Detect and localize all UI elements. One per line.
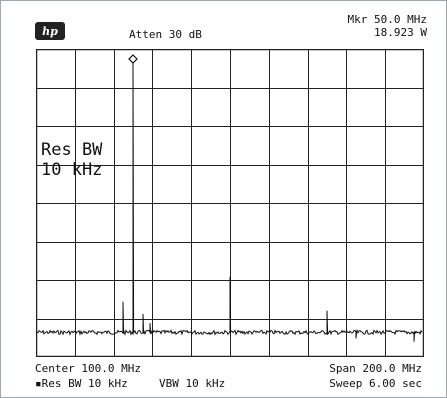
res-bw-annotation: Res BW 10 kHz bbox=[41, 140, 102, 180]
graticule-grid bbox=[36, 49, 424, 357]
res-bw-annotation-line2: 10 kHz bbox=[41, 160, 103, 180]
res-bw-annotation-line1: Res BW bbox=[41, 140, 103, 160]
span-readout: Span 200.0 MHz bbox=[329, 362, 422, 375]
hp-logo-text: hp bbox=[42, 24, 58, 38]
vbw-readout: VBW 10 kHz bbox=[159, 377, 226, 390]
spectrum-trace bbox=[36, 58, 423, 342]
hp-logo: hp bbox=[35, 22, 65, 40]
marker-diamond-icon bbox=[128, 54, 138, 64]
attenuation-readout: Atten 30 dB bbox=[129, 28, 202, 41]
marker-amplitude-readout: 18.923 W bbox=[374, 26, 427, 39]
spectrum-graticule bbox=[36, 49, 424, 357]
center-frequency-readout: Center 100.0 MHz bbox=[35, 362, 141, 375]
marker-diamond bbox=[128, 54, 138, 64]
marker-frequency-readout: Mkr 50.0 MHz bbox=[347, 13, 427, 26]
sweep-readout: Sweep 6.00 sec bbox=[329, 377, 422, 390]
res-bw-readout: ▪Res BW 10 kHz bbox=[35, 377, 128, 390]
